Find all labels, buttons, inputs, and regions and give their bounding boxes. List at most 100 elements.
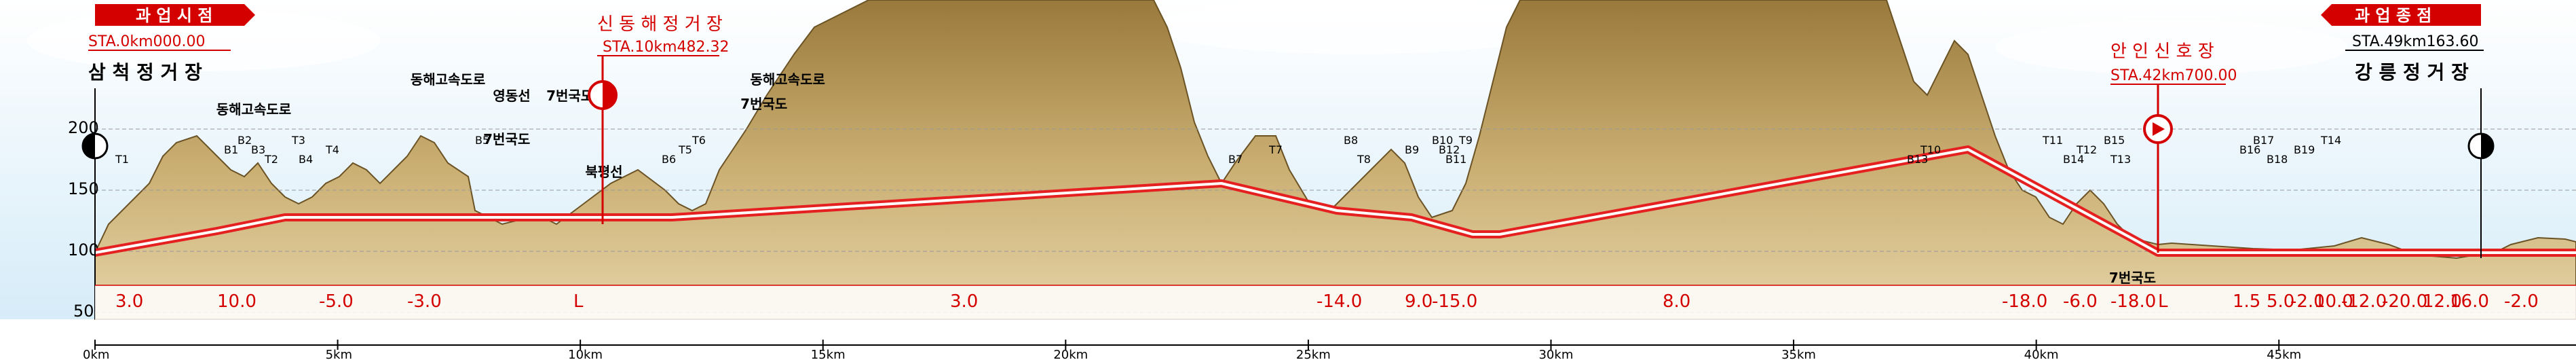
structure-label: T1 [115,153,129,166]
structure-label: B19 [2294,143,2315,156]
gradient-value: -18.0 [2002,291,2047,312]
gradient-value: -6.0 [2063,291,2098,312]
structure-label: B17 [2253,134,2274,147]
road-label: 7번국도 [2109,270,2156,286]
end-sta: STA.49km163.60 [2352,33,2479,50]
start-marker-half [83,134,95,158]
signal-sta: STA.42km700.00 [2110,67,2237,84]
gradient-value: -12.0 [2341,291,2387,312]
road-label: 영동선 [493,88,530,104]
x-tick-label: 25km [1296,348,1331,360]
y-tick-150: 150 [68,179,99,198]
structure-label: B11 [1445,153,1466,166]
y-tick-50: 50 [73,302,94,321]
gradient-value: -2.0 [2290,291,2325,312]
x-tick-label: 15km [811,348,846,360]
structure-label: B10 [1432,134,1453,147]
x-tick-label: 30km [1538,348,1573,360]
track-centerline [94,148,2576,254]
signal-marker-arrow [2153,122,2165,136]
cloud [1995,20,2348,75]
gradient-value: 8.0 [1663,291,1690,312]
gradient-value: 3.0 [115,291,143,312]
end-marker-half [2481,134,2493,158]
x-tick-label: 0km [83,348,109,360]
mid-sta: STA.10km482.32 [603,39,730,56]
structure-label: B8 [1344,134,1358,147]
end-banner [2321,4,2481,26]
structure-label: B1 [224,143,238,156]
road-label: 7번국도 [740,96,787,112]
structure-label: B12 [1439,143,1460,156]
gradient-value: 10.0 [217,291,257,312]
end-station: 강 릉 정 거 장 [2355,61,2469,84]
gradient-value: 1.5 [2233,291,2260,312]
start-sta: STA.0km000.00 [88,33,206,50]
road-label: 동해고속도로 [216,101,291,118]
road-label: 7번국도 [546,88,593,104]
x-tick-label: 45km [2267,348,2301,360]
x-tick-label: 5km [326,348,352,360]
structure-label: B16 [2239,143,2260,156]
x-tick-label: 35km [1781,348,1816,360]
structure-label: T8 [1357,153,1371,166]
structure-label: T2 [264,153,278,166]
gradient-value: 3.0 [950,291,978,312]
road-label: 북평선 [585,164,622,180]
structure-label: T6 [692,134,706,147]
structure-label: T13 [2110,153,2131,166]
gradient-value: -15.0 [1432,291,1477,312]
x-tick-label: 20km [1053,348,1088,360]
road-label: 동해고속도로 [411,71,485,88]
gradient-labels: 3.0 10.0 -5.0 -3.0 L 3.0 -14.0 9.0-15.0 8.0 -18.0… [115,291,2539,312]
start-banner [95,4,255,26]
structure-label: B15 [2104,134,2125,147]
x-tick-label: 40km [2024,348,2059,360]
cloud [1154,0,1561,54]
gradient-value: 10.0 [2314,291,2353,312]
gradient-value: 5.0 [2267,291,2294,312]
start-station: 삼 척 정 거 장 [88,61,202,84]
structure-label: T14 [2320,134,2341,147]
structure-label: B13 [1907,153,1928,166]
structure-label: T9 [1458,134,1473,147]
structure-label: T3 [291,134,305,147]
structure-label: T5 [678,143,692,156]
road-label: 7번국도 [483,131,530,147]
gradient-value: 16.0 [2450,291,2489,312]
structure-label: B7 [1228,153,1243,166]
structure-label: B2 [238,134,252,147]
structure-label: T12 [2076,143,2097,156]
structure-label: B14 [2063,153,2084,166]
structure-label: B6 [662,153,676,166]
structure-label: T10 [1920,143,1941,156]
x-tick-label: 10km [568,348,603,360]
gradient-value: L [573,291,584,312]
structure-label: B3 [251,143,265,156]
gradient-value: -2.0 [2504,291,2539,312]
gradient-band [95,285,2576,346]
gradient-value: -5.0 [319,291,354,312]
structure-label: B9 [1405,143,1419,156]
gradient-value: -3.0 [407,291,442,312]
structure-label: B4 [299,153,313,166]
structure-label: T7 [1268,143,1283,156]
structure-label: B5 [475,134,489,147]
mid-marker-half [603,82,616,109]
road-label: 동해고속도로 [750,71,825,88]
gradient-value: 12.0 [2423,291,2462,312]
mid-station: 신 동 해 정 거 장 [597,14,723,35]
structure-label: T11 [2042,134,2063,147]
start-banner-label: 과 업 시 점 [136,6,212,25]
signal-station: 안 인 신 호 장 [2110,41,2214,62]
y-tick-100: 100 [68,240,99,259]
structure-label: T4 [325,143,339,156]
gradient-value: L [2158,291,2168,312]
x-axis-ticks: 0km 5km 10km 15km 20km 25km 30km 35km 40km 45km [83,340,2301,360]
end-banner-label: 과 업 종 점 [2355,6,2431,25]
structure-label: B18 [2267,153,2288,166]
gradient-value: -18.0 [2110,291,2156,312]
